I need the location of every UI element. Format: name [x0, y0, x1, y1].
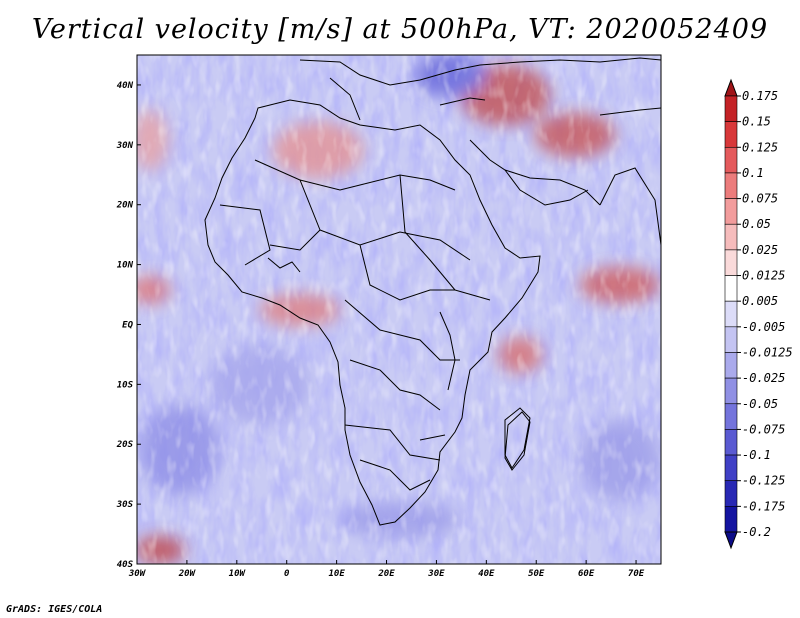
lat-label: 10N [117, 261, 134, 271]
colorbar-swatch [724, 146, 738, 174]
lat-label: 20S [116, 440, 134, 450]
credit-text: GrADS: IGES/COLA [6, 604, 103, 615]
longitude-axis: 30W 20W 10W 0 10E 20E 30E 40E 50E 60E 70E [128, 560, 645, 579]
colorbar-label: 0.075 [742, 192, 778, 206]
lon-label: 70E [628, 569, 645, 579]
lat-label: 40N [117, 81, 134, 91]
colorbar-swatch [724, 300, 738, 328]
chart-title: Vertical velocity [m/s] at 500hPa, VT: 2… [31, 14, 769, 45]
colorbar-swatch [724, 352, 738, 379]
colorbar-label: -0.05 [742, 397, 778, 411]
colorbar-label: 0.0125 [742, 269, 785, 283]
lat-label: EQ [122, 320, 133, 330]
latitude-axis: 40N 30N 20N 10N EQ 10S 20S 30S 40S [116, 81, 141, 570]
colorbar-swatch [724, 78, 738, 97]
lon-label: 20W [178, 569, 197, 579]
colorbar-label: -0.2 [742, 525, 771, 539]
map-frame [136, 54, 662, 565]
colorbar-label: -0.175 [742, 499, 785, 513]
colorbar-swatch [724, 223, 738, 251]
colorbar-swatch [724, 121, 738, 148]
lon-label: 10W [229, 569, 247, 579]
lon-label: 10E [328, 569, 345, 579]
coastlines [204, 57, 661, 526]
lat-label: 30N [116, 141, 134, 151]
colorbar-swatch [724, 454, 738, 482]
colorbar-label: 0.05 [742, 217, 771, 231]
colorbar-label: -0.1 [742, 448, 771, 462]
colorbar-label: 0.15 [742, 115, 771, 129]
lon-label: 50E [528, 569, 545, 579]
lon-label: 20E [377, 569, 395, 579]
colorbar-swatch [724, 275, 738, 302]
colorbar-swatch [724, 429, 738, 456]
colorbar: 0.175 0.15 0.125 0.1 0.075 0.05 0.025 0.0125 0.0… [724, 78, 793, 550]
colorbar-swatch [724, 403, 738, 430]
lon-label: 30W [128, 569, 147, 579]
colorbar-swatch [724, 480, 738, 507]
lat-label: 40S [117, 560, 134, 570]
colorbar-label: 0.125 [742, 140, 778, 154]
colorbar-label: 0.005 [742, 294, 778, 308]
colorbar-label: -0.0125 [742, 345, 793, 359]
colorbar-swatch [724, 198, 738, 225]
colorbar-swatch [724, 249, 738, 276]
colorbar-swatch [724, 95, 738, 122]
colorbar-label: 0.025 [742, 243, 778, 257]
colorbar-label: 0.1 [742, 166, 764, 180]
colorbar-label: -0.125 [742, 474, 785, 488]
lat-label: 20N [116, 201, 134, 211]
colorbar-swatch [724, 172, 738, 199]
colorbar-swatch [724, 506, 738, 533]
lon-label: 0 [284, 569, 290, 579]
velocity-field [137, 55, 661, 564]
colorbar-label: 0.175 [742, 89, 778, 103]
lon-label: 60E [578, 569, 595, 579]
lon-label: 30E [427, 569, 445, 579]
colorbar-label: -0.075 [742, 422, 785, 436]
lat-label: 10S [117, 380, 134, 390]
lon-label: 40E [478, 569, 495, 579]
colorbar-swatch [724, 326, 738, 353]
colorbar-swatch [724, 531, 738, 550]
lat-label: 30S [116, 500, 134, 510]
colorbar-label: -0.025 [742, 371, 785, 385]
colorbar-label: -0.005 [742, 320, 785, 334]
colorbar-swatch [724, 377, 738, 405]
